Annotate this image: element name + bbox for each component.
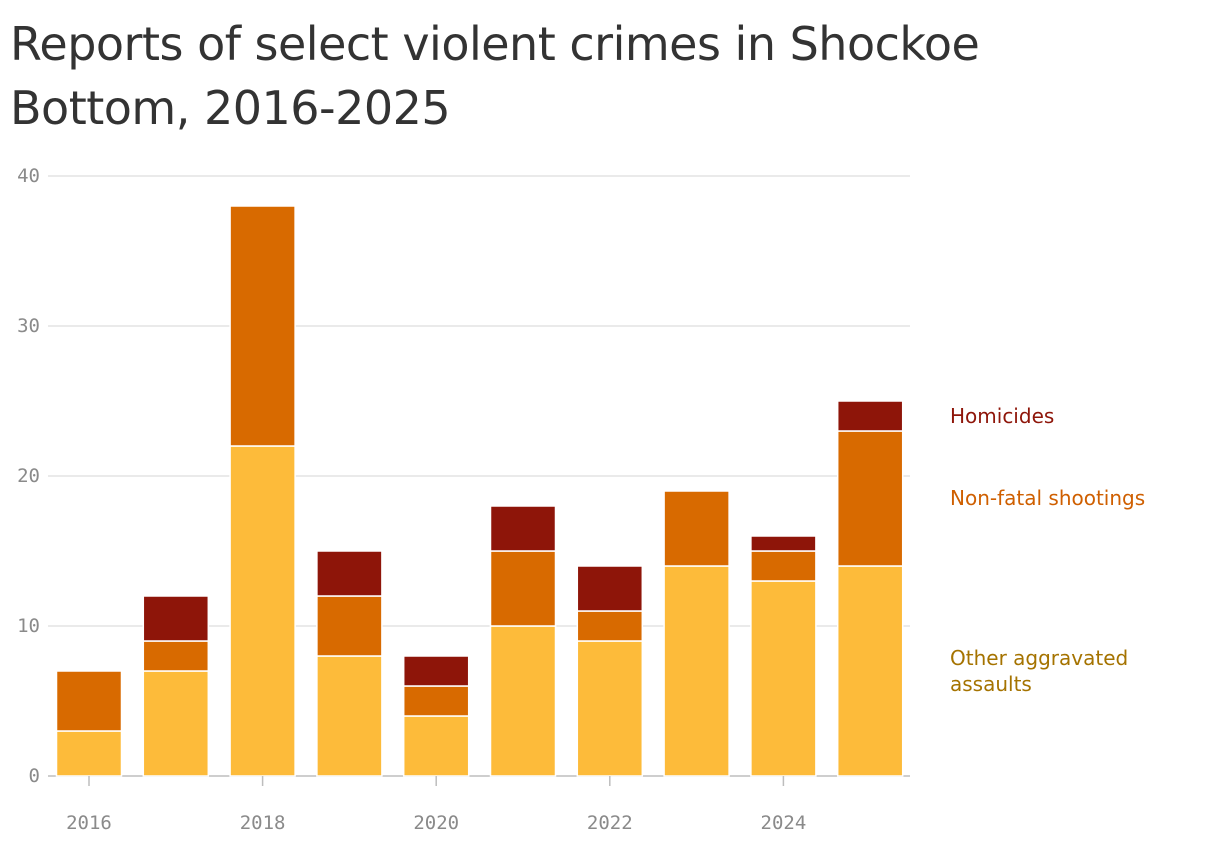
x-tick-label: 2022 xyxy=(587,812,633,834)
x-axis-ticks: 2016 2018 2020 2022 2024 xyxy=(66,776,806,834)
chart-title: Reports of select violent crimes in Shoc… xyxy=(10,17,980,135)
y-tick-label: 30 xyxy=(17,315,40,337)
x-tick-label: 2020 xyxy=(413,812,459,834)
y-tick-label: 40 xyxy=(17,165,40,187)
legend-label: Non-fatal shootings xyxy=(950,486,1145,510)
bar-segment xyxy=(836,430,904,567)
bar-segment xyxy=(663,565,730,777)
bar-segment xyxy=(750,535,817,552)
bar-segment xyxy=(663,490,730,567)
bar-segment xyxy=(142,595,210,642)
bar-segment xyxy=(489,505,557,552)
bar-segment xyxy=(402,685,470,717)
bar-segment xyxy=(142,640,210,672)
bar-segment xyxy=(750,550,817,582)
legend: Homicides Non-fatal shootings Other aggrav… xyxy=(950,404,1145,696)
bar-segment xyxy=(316,595,383,657)
bar-segment xyxy=(142,670,210,777)
bar-segment xyxy=(576,610,644,642)
y-tick-label: 0 xyxy=(29,765,40,787)
bar-segment xyxy=(55,670,123,732)
bar-segment xyxy=(229,445,296,777)
bar-segment xyxy=(229,205,296,447)
legend-label: Other aggravated assaults xyxy=(950,646,1128,696)
bar-segment xyxy=(55,730,123,777)
bar-segment xyxy=(489,550,557,627)
legend-label: Homicides xyxy=(950,404,1054,428)
bar-segment xyxy=(576,640,644,777)
bar-segment xyxy=(402,655,470,687)
y-tick-label: 10 xyxy=(17,615,40,637)
bar-segment xyxy=(402,715,470,777)
bar-segment xyxy=(836,400,904,432)
bar-segment xyxy=(316,655,383,777)
bar-segment xyxy=(750,580,817,777)
x-tick-label: 2024 xyxy=(761,812,807,834)
bar-segment xyxy=(316,550,383,597)
bar-segment xyxy=(576,565,644,612)
y-axis-ticks: 0 10 20 30 40 xyxy=(17,165,40,787)
x-tick-label: 2018 xyxy=(240,812,286,834)
x-tick-label: 2016 xyxy=(66,812,112,834)
bar-segment xyxy=(836,565,904,777)
y-tick-label: 20 xyxy=(17,465,40,487)
bar-segment xyxy=(489,625,557,777)
bars xyxy=(55,205,904,777)
